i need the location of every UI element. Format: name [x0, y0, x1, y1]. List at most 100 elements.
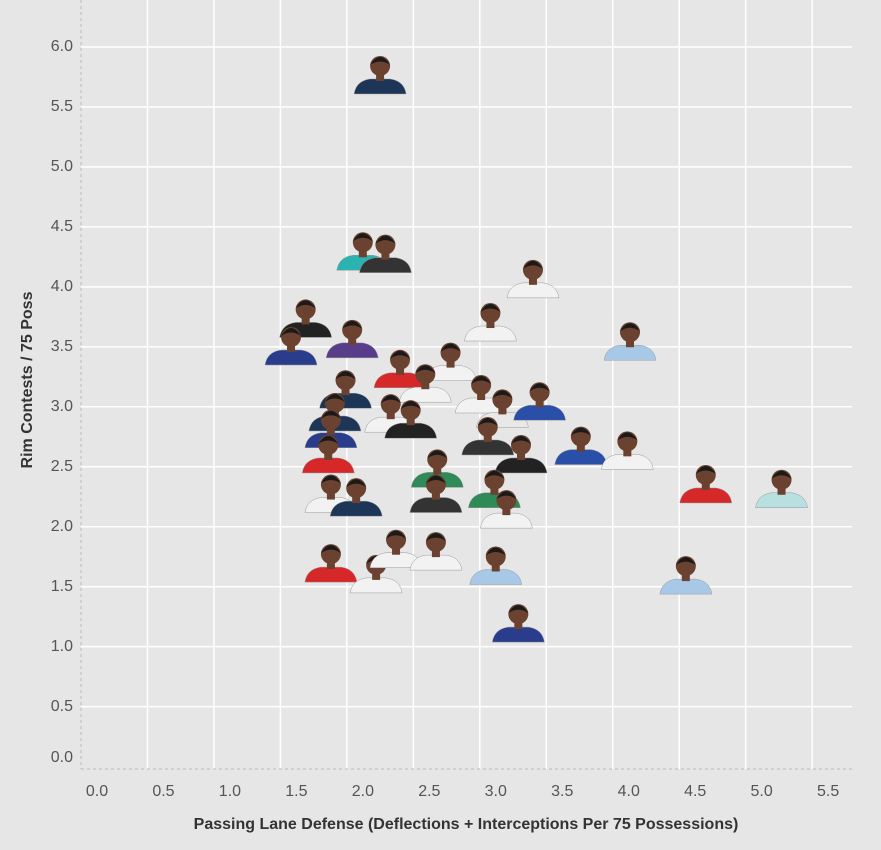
jersey — [409, 497, 463, 513]
hair — [675, 557, 696, 566]
player-point — [601, 431, 654, 470]
player-point — [409, 532, 463, 571]
y-tick-label: 2.0 — [51, 518, 73, 535]
jersey — [603, 344, 657, 361]
jersey — [492, 626, 545, 643]
hair — [471, 375, 492, 384]
neck — [490, 486, 499, 495]
hair — [695, 465, 716, 474]
jersey — [513, 404, 566, 421]
y-tick-label: 0.5 — [51, 698, 73, 715]
neck — [376, 72, 385, 81]
neck — [576, 443, 585, 452]
neck — [433, 466, 442, 475]
neck — [431, 491, 440, 500]
jersey — [359, 257, 412, 273]
hair — [485, 547, 506, 556]
x-tick-label: 2.0 — [352, 783, 374, 800]
hair — [508, 605, 529, 614]
player-point — [454, 374, 508, 414]
neck — [358, 249, 367, 258]
hair — [320, 545, 341, 554]
neck — [326, 426, 335, 435]
player-point — [373, 349, 427, 389]
hair — [425, 533, 446, 542]
hair — [324, 393, 345, 402]
neck — [498, 406, 507, 415]
x-tick-label: 4.0 — [618, 783, 640, 800]
player-point — [480, 490, 533, 529]
x-axis-title: Passing Lane Defense (Deflections + Inte… — [194, 816, 739, 833]
hair — [492, 390, 513, 399]
jersey — [329, 500, 383, 517]
player-point — [384, 400, 437, 439]
y-tick-label: 3.0 — [51, 398, 73, 415]
hair — [771, 470, 792, 479]
neck — [406, 417, 415, 426]
hair — [335, 371, 356, 380]
jersey — [469, 569, 523, 585]
neck — [681, 573, 690, 582]
y-tick-label: 3.5 — [51, 338, 73, 355]
hair — [617, 432, 638, 441]
jersey — [554, 449, 608, 465]
jersey — [353, 78, 407, 95]
neck — [486, 320, 495, 329]
player-point — [353, 55, 407, 95]
x-tick-label: 5.0 — [751, 783, 773, 800]
jersey — [679, 487, 733, 504]
jersey — [384, 422, 437, 439]
player-point — [369, 529, 423, 568]
x-tick-label: 2.5 — [418, 783, 440, 800]
neck — [326, 491, 335, 500]
player-point — [329, 478, 383, 517]
hair — [511, 435, 532, 444]
neck — [623, 448, 632, 457]
player-point — [494, 434, 548, 474]
neck — [431, 549, 440, 558]
neck — [326, 561, 335, 570]
player-point — [554, 426, 608, 465]
player-point — [398, 364, 452, 403]
neck — [348, 336, 357, 345]
hair — [415, 365, 436, 374]
y-tick-label: 2.5 — [51, 458, 73, 475]
y-tick-label: 5.5 — [51, 98, 73, 115]
neck — [446, 359, 455, 368]
neck — [502, 507, 511, 516]
jersey — [755, 492, 808, 508]
neck — [777, 486, 786, 495]
hair — [370, 56, 391, 65]
player-point — [461, 416, 515, 456]
hair — [386, 530, 407, 539]
jersey — [659, 578, 713, 595]
neck — [535, 399, 544, 408]
jersey — [461, 439, 515, 456]
y-tick-label: 0.0 — [51, 749, 73, 766]
neck — [491, 563, 500, 572]
y-tick-label: 4.0 — [51, 278, 73, 295]
jersey — [325, 342, 379, 359]
hair — [352, 233, 373, 242]
player-point — [659, 556, 713, 595]
jersey — [506, 282, 560, 299]
jersey — [601, 454, 654, 470]
hair — [318, 435, 339, 444]
hair — [375, 235, 396, 244]
x-tick-label: 3.5 — [551, 783, 573, 800]
player-point — [409, 474, 463, 513]
x-tick-label: 1.0 — [219, 783, 241, 800]
x-tick-label: 0.5 — [152, 783, 174, 800]
player-point — [603, 322, 657, 361]
y-tick-label: 1.0 — [51, 638, 73, 655]
hair — [529, 383, 550, 392]
x-tick-label: 5.5 — [817, 783, 839, 800]
jersey — [398, 386, 452, 403]
hair — [390, 350, 411, 359]
neck — [392, 546, 401, 555]
neck — [386, 411, 395, 420]
player-point — [464, 303, 517, 342]
hair — [522, 260, 543, 269]
